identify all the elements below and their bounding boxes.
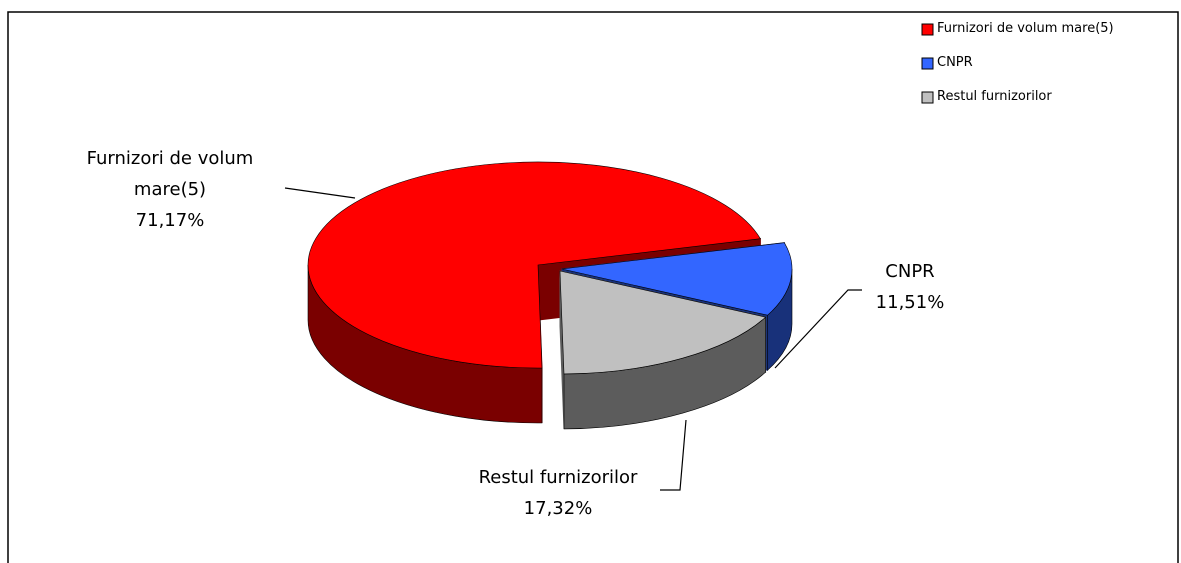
pie-slice xyxy=(561,242,793,316)
legend-swatch xyxy=(921,57,934,70)
leader-line xyxy=(774,289,862,369)
data-label: Furnizori de volum mare(5) 71,17% xyxy=(50,143,290,236)
label-name: CNPR xyxy=(885,261,935,282)
pie-slice xyxy=(559,270,767,375)
data-label: CNPR 11,51% xyxy=(840,256,980,318)
label-name: Furnizori de volum mare(5) xyxy=(86,148,254,200)
legend-swatch xyxy=(921,91,934,104)
legend-label: Furnizori de volum mare(5) xyxy=(937,21,1114,36)
data-label: Restul furnizorilor 17,32% xyxy=(438,462,678,524)
chart-frame xyxy=(7,11,1179,563)
legend-swatch xyxy=(921,23,934,36)
leader-line xyxy=(660,419,687,491)
leader-line xyxy=(284,187,356,199)
label-value: 17,32% xyxy=(523,498,593,519)
label-value: 71,17% xyxy=(135,210,205,231)
label-value: 11,51% xyxy=(875,292,945,313)
legend-label: CNPR xyxy=(937,55,973,70)
legend-label: Restul furnizorilor xyxy=(937,89,1052,104)
pie-slice xyxy=(307,161,761,369)
label-name: Restul furnizorilor xyxy=(478,467,638,488)
